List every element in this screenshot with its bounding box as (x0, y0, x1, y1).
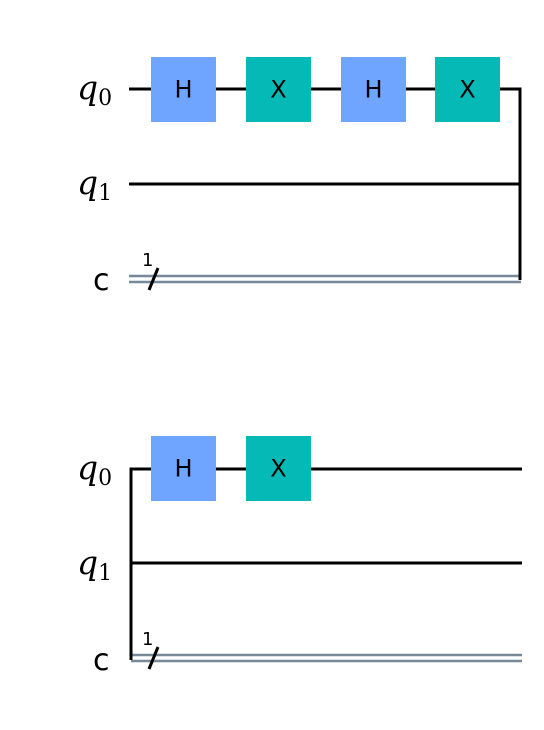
bus-count: 1 (142, 250, 153, 271)
gate-h-label: H (364, 76, 382, 104)
circuit-1: q0 q1 c 1 H X H X (77, 57, 522, 298)
qubit-label-q1: q1 (77, 163, 112, 206)
gate-x: X (246, 57, 311, 122)
gate-h-box (341, 57, 406, 122)
gate-x-label: X (459, 76, 475, 104)
gate-h-box (151, 436, 216, 501)
qubit-label-q0: q0 (77, 448, 112, 491)
gate-h: H (151, 57, 216, 122)
qubit-label-q1: q1 (77, 543, 112, 586)
gate-x-label: X (270, 76, 286, 104)
gate-x: X (435, 57, 500, 122)
bus-slash (147, 267, 160, 291)
gate-x-box (246, 57, 311, 122)
bus-slash (147, 646, 160, 670)
gate-h-box (151, 57, 216, 122)
qubit-label-q0: q0 (77, 68, 112, 111)
gate-h: H (341, 57, 406, 122)
gate-h-label: H (174, 76, 192, 104)
gate-x: X (246, 436, 311, 501)
classical-label-c: c (93, 263, 110, 298)
classical-label-c: c (93, 643, 110, 678)
circuit-2: q0 q1 c 1 H X (77, 436, 522, 678)
gate-x-box (246, 436, 311, 501)
gate-x-box (435, 57, 500, 122)
bus-count: 1 (142, 629, 153, 650)
gate-h-label: H (174, 455, 192, 483)
gate-h: H (151, 436, 216, 501)
gate-x-label: X (270, 455, 286, 483)
